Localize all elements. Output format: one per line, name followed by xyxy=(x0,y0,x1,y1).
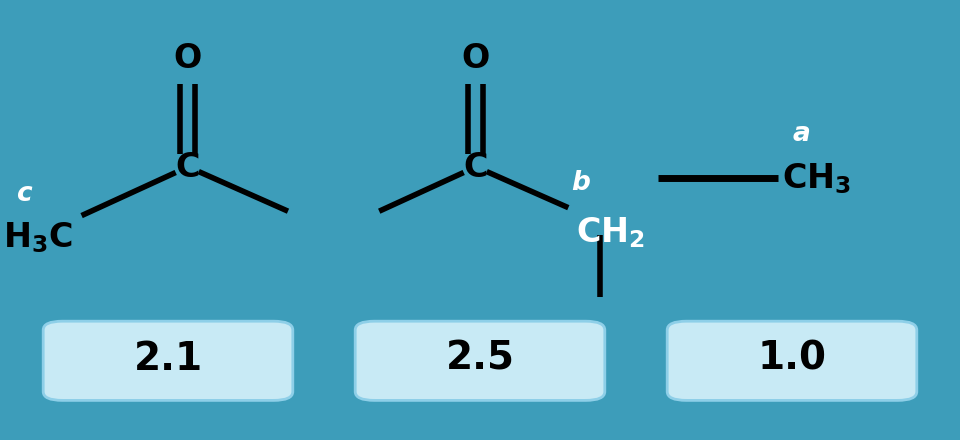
Text: O: O xyxy=(173,42,202,75)
Text: C: C xyxy=(175,150,200,184)
FancyBboxPatch shape xyxy=(355,321,605,400)
FancyBboxPatch shape xyxy=(43,321,293,400)
Text: $\mathbf{CH_2}$: $\mathbf{CH_2}$ xyxy=(576,216,645,250)
Text: C: C xyxy=(463,150,488,184)
FancyBboxPatch shape xyxy=(667,321,917,400)
Text: 2.1: 2.1 xyxy=(133,340,203,378)
Text: O: O xyxy=(461,42,490,75)
Text: 2.5: 2.5 xyxy=(445,340,515,378)
Text: b: b xyxy=(571,169,590,196)
Text: $\mathbf{CH_3}$: $\mathbf{CH_3}$ xyxy=(782,161,852,195)
Text: 1.0: 1.0 xyxy=(757,340,827,378)
Text: c: c xyxy=(16,180,32,207)
Text: $\mathbf{H_3C}$: $\mathbf{H_3C}$ xyxy=(3,220,73,255)
Text: a: a xyxy=(793,121,810,147)
